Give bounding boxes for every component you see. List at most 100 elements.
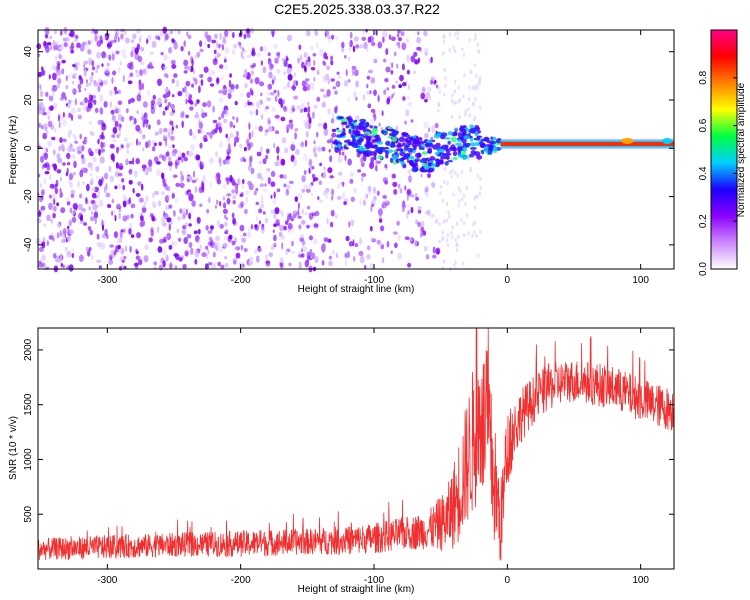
spectrogram-noise-blob [212, 251, 216, 258]
spectrogram-noise-blob [259, 183, 264, 188]
spectrogram-noise-blob [382, 195, 387, 199]
spectrogram-noise-blob [198, 121, 203, 129]
spectrogram-noise-blob [194, 55, 198, 59]
spectrogram-noise-blob [93, 99, 97, 105]
y-tick-label: 20 [23, 94, 34, 106]
spectrogram-signal-blob [336, 134, 342, 138]
spectrogram-noise-blob [321, 146, 326, 152]
spectrogram-noise-blob [377, 94, 380, 102]
spectrogram-noise-blob [183, 70, 188, 74]
spectrogram-noise-blob [72, 80, 75, 85]
spectrogram-noise-blob [395, 80, 398, 84]
spectrogram-noise-blob [223, 202, 227, 209]
y-tick-label: 40 [23, 46, 34, 58]
spectrogram-noise-blob [129, 115, 132, 122]
x-tick-label: -100 [364, 275, 384, 286]
spectrogram-noise-blob [219, 159, 222, 167]
spectrogram-signal-blob [389, 157, 394, 163]
spectrogram-noise-blob [420, 220, 425, 229]
spectrogram-noise-blob [135, 69, 138, 74]
spectrogram-noise-blob [98, 82, 104, 86]
spectrogram-noise-blob [347, 158, 353, 166]
spectrogram-noise-blob [250, 78, 253, 84]
spectrogram-noise-blob [142, 101, 148, 108]
spectrogram-noise-blob [331, 143, 334, 149]
spectrogram-noise-blob [101, 63, 104, 67]
spectrogram-noise-blob [246, 92, 251, 98]
spectrogram-noise-blob [258, 220, 261, 225]
spectrogram-noise-blob [112, 156, 115, 163]
spectrogram-noise-blob [424, 98, 428, 103]
spectrogram-noise-blob [373, 89, 377, 96]
spectrogram-noise-blob [142, 219, 145, 226]
spectrogram-noise-blob [168, 47, 173, 54]
spectrogram-noise-blob [83, 68, 87, 77]
spectrogram-noise-blob [437, 103, 441, 108]
spectrogram-noise-blob [453, 89, 457, 94]
spectrogram-noise-blob [303, 170, 307, 175]
spectrogram-noise-blob [420, 92, 426, 100]
spectrogram-noise-blob [467, 156, 471, 161]
spectrogram-noise-blob [171, 64, 177, 69]
spectrogram-noise-blob [262, 158, 267, 165]
spectrogram-noise-blob [255, 109, 259, 116]
spectrogram-noise-blob [201, 161, 204, 166]
spectrogram-signal-blob [371, 139, 376, 144]
spectrogram-noise-blob [231, 48, 236, 56]
spectrogram-noise-blob [101, 176, 104, 183]
spectrogram-noise-blob [221, 44, 225, 51]
spectrogram-noise-blob [159, 31, 164, 37]
spectrogram-noise-blob [411, 194, 415, 198]
spectrogram-noise-blob [334, 90, 338, 95]
spectrogram-noise-blob [89, 75, 94, 83]
spectrogram-noise-blob [473, 205, 477, 210]
spectrogram-noise-blob [308, 183, 312, 189]
spectrogram-signal-blob [481, 138, 487, 142]
spectrogram-noise-blob [342, 192, 346, 200]
spectrogram-noise-blob [443, 219, 446, 223]
spectrogram-noise-blob [368, 190, 372, 195]
spectrogram-noise-blob [128, 64, 134, 70]
spectrogram-noise-blob [179, 170, 183, 176]
spectrogram-noise-blob [462, 193, 466, 198]
spectrogram-noise-blob [312, 53, 317, 57]
spectrogram-noise-blob [247, 180, 252, 186]
spectrogram-noise-blob [47, 120, 53, 128]
spectrogram-noise-blob [161, 172, 165, 179]
spectrogram-signal-blob [391, 131, 399, 136]
spectrogram-noise-blob [71, 210, 76, 215]
spectrogram-noise-blob [51, 123, 55, 131]
spectrogram-noise-blob [143, 255, 149, 263]
spectrogram-noise-blob [65, 197, 70, 202]
spectrogram-noise-blob [407, 84, 411, 90]
spectrogram-noise-blob [234, 101, 238, 106]
spectrogram-noise-blob [477, 49, 481, 54]
spectrogram-noise-blob [148, 166, 152, 172]
spectrogram-noise-blob [282, 86, 288, 90]
spectrogram-noise-blob [414, 60, 419, 65]
spectrogram-noise-blob [53, 149, 56, 156]
spectrogram-noise-blob [97, 85, 101, 93]
spectrogram-noise-blob [266, 168, 271, 172]
spectrogram-noise-blob [300, 108, 304, 113]
spectrogram-noise-blob [373, 58, 378, 64]
spectrogram-noise-blob [168, 156, 172, 163]
spectrogram-noise-blob [197, 228, 201, 235]
spectrogram-noise-blob [367, 103, 372, 109]
spectrogram-noise-blob [74, 62, 78, 66]
spectrogram-noise-blob [329, 155, 333, 163]
spectrogram-signal-blob [431, 163, 436, 167]
spectrogram-noise-blob [192, 132, 195, 139]
spectrogram-noise-blob [446, 181, 449, 186]
spectrogram-noise-blob [296, 105, 301, 110]
spectrogram-noise-blob [312, 238, 318, 245]
spectrogram-noise-blob [97, 64, 100, 69]
spectrogram-noise-blob [255, 255, 260, 263]
spectrogram-noise-blob [265, 129, 269, 133]
spectrogram-noise-blob [209, 182, 212, 188]
spectrogram-noise-blob [138, 141, 141, 146]
spectrogram-noise-blob [82, 99, 86, 107]
spectrogram-noise-blob [188, 193, 194, 202]
spectrogram-noise-blob [154, 131, 159, 136]
spectrogram-noise-blob [479, 229, 482, 234]
